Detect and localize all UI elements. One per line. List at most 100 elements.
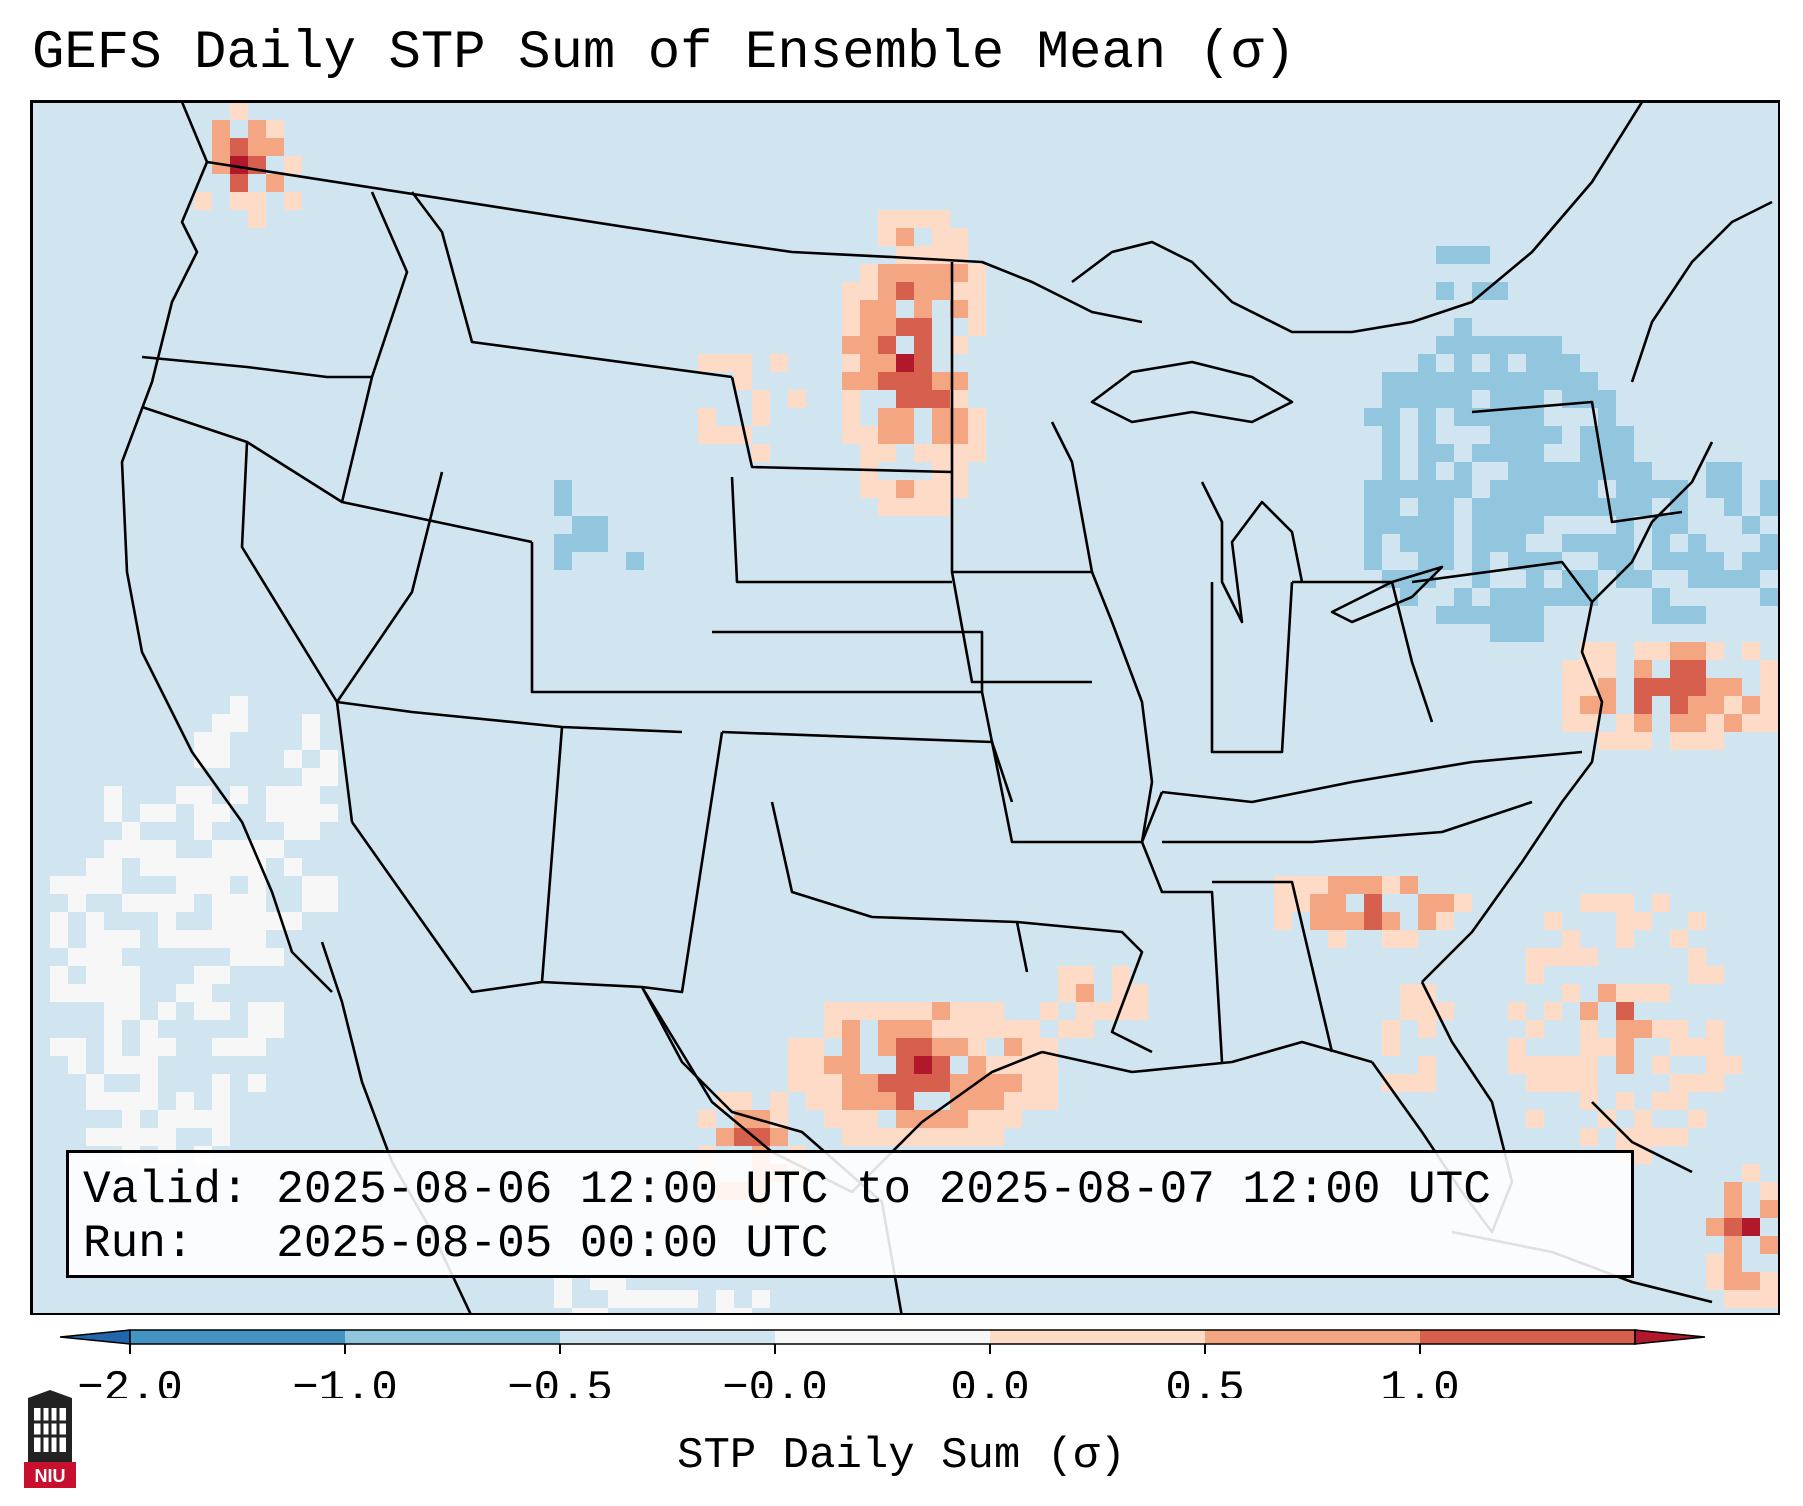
- grid-cell: [1706, 480, 1724, 498]
- grid-cell: [1382, 1020, 1400, 1038]
- al-ga: [1212, 880, 1334, 1053]
- grid-cell: [104, 1038, 122, 1056]
- grid-cell: [104, 786, 122, 804]
- great-lakes-north: [1071, 102, 1644, 334]
- grid-cell: [1058, 966, 1076, 984]
- grid-cell: [986, 1074, 1004, 1092]
- grid-cell: [1760, 534, 1778, 552]
- grid-cell: [1580, 948, 1598, 966]
- west-coast: [120, 102, 333, 993]
- grid-cell: [1472, 282, 1490, 300]
- grid-cell: [1400, 930, 1418, 948]
- grid-cell: [1022, 1038, 1040, 1056]
- grid-cell: [1022, 1020, 1040, 1038]
- grid-cell: [1400, 534, 1418, 552]
- grid-cell: [1526, 426, 1544, 444]
- colorbar-bin: [560, 1330, 775, 1344]
- grid-cell: [1562, 354, 1580, 372]
- grid-cell: [212, 120, 230, 138]
- grid-cell: [1454, 408, 1472, 426]
- grid-cell: [878, 354, 896, 372]
- grid-cell: [194, 966, 212, 984]
- grid-cell: [1688, 570, 1706, 588]
- grid-cell: [1706, 678, 1724, 696]
- grid-cell: [968, 1038, 986, 1056]
- grid-cell: [1544, 336, 1562, 354]
- grid-cell: [140, 1056, 158, 1074]
- grid-cell: [932, 480, 950, 498]
- grid-cell: [1508, 390, 1526, 408]
- grid-cell: [878, 1020, 896, 1038]
- grid-cell: [1508, 606, 1526, 624]
- grid-cell: [194, 930, 212, 948]
- grid-cell: [1706, 570, 1724, 588]
- grid-cell: [896, 1002, 914, 1020]
- grid-cell: [572, 516, 590, 534]
- grid-cell: [1454, 480, 1472, 498]
- grid-cell: [1580, 1056, 1598, 1074]
- grid-cell: [1418, 552, 1436, 570]
- grid-cell: [950, 390, 968, 408]
- grid-cell: [1742, 570, 1760, 588]
- grid-cell: [1418, 426, 1436, 444]
- grid-cell: [1724, 1218, 1742, 1236]
- grid-cell: [1724, 1182, 1742, 1200]
- grid-cell: [212, 732, 230, 750]
- grid-cell: [788, 1056, 806, 1074]
- grid-cell: [860, 426, 878, 444]
- grid-cell: [212, 912, 230, 930]
- valid-label: Valid:: [83, 1164, 249, 1216]
- grid-cell: [1616, 984, 1634, 1002]
- grid-cell: [1616, 570, 1634, 588]
- grid-cell: [1382, 390, 1400, 408]
- grid-cell: [122, 930, 140, 948]
- grid-cell: [1598, 894, 1616, 912]
- grid-cell: [1616, 894, 1634, 912]
- grid-cell: [194, 876, 212, 894]
- valid-run-box: Valid: 2025-08-06 12:00 UTC to 2025-08-0…: [66, 1150, 1634, 1278]
- grid-cell: [248, 210, 266, 228]
- grid-cell: [140, 1020, 158, 1038]
- grid-cell: [212, 1110, 230, 1128]
- grid-cell: [1724, 1254, 1742, 1272]
- grid-cell: [1508, 624, 1526, 642]
- grid-cell: [932, 228, 950, 246]
- grid-cell: [1706, 714, 1724, 732]
- grid-cell: [104, 1002, 122, 1020]
- ny-ne: [1471, 400, 1683, 524]
- grid-cell: [1562, 462, 1580, 480]
- grid-cell: [968, 300, 986, 318]
- grid-cell: [284, 192, 302, 210]
- grid-cell: [230, 714, 248, 732]
- ca-nv: [240, 441, 354, 823]
- grid-cell: [986, 1128, 1004, 1146]
- grid-cell: [914, 336, 932, 354]
- grid-cell: [1634, 678, 1652, 696]
- grid-cell: [212, 804, 230, 822]
- grid-cell: [1508, 408, 1526, 426]
- grid-cell: [1526, 408, 1544, 426]
- grid-cell: [842, 1056, 860, 1074]
- grid-cell: [1364, 480, 1382, 498]
- grid-cell: [1580, 372, 1598, 390]
- grid-cell: [752, 408, 770, 426]
- grid-cell: [1580, 390, 1598, 408]
- grid-cell: [68, 894, 86, 912]
- grid-cell: [1454, 354, 1472, 372]
- grid-cell: [968, 318, 986, 336]
- grid-cell: [1418, 1056, 1436, 1074]
- grid-cell: [1724, 1290, 1742, 1308]
- grid-cell: [968, 1020, 986, 1038]
- colorbar-tick-label: −1.0: [292, 1364, 398, 1398]
- grid-cell: [104, 948, 122, 966]
- grid-cell: [1634, 1128, 1652, 1146]
- grid-cell: [1706, 696, 1724, 714]
- colorbar-bin: [1420, 1330, 1635, 1344]
- grid-cell: [284, 750, 302, 768]
- grid-cell: [1760, 1182, 1778, 1200]
- grid-cell: [860, 1092, 878, 1110]
- grid-cell: [1040, 1074, 1058, 1092]
- grid-cell: [1760, 498, 1778, 516]
- grid-cell: [1760, 678, 1778, 696]
- grid-cell: [734, 426, 752, 444]
